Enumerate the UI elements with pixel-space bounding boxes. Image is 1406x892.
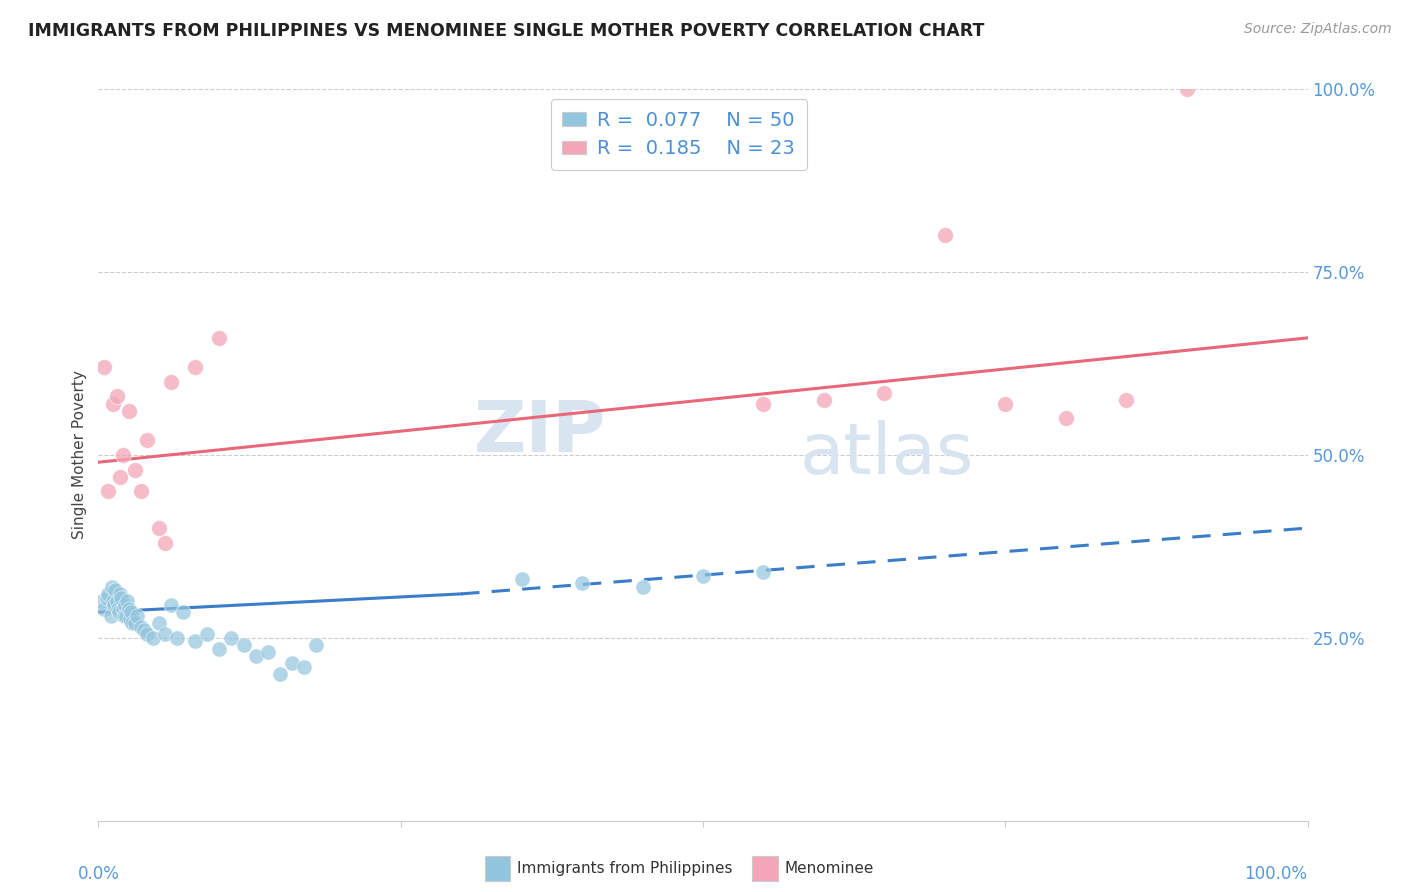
Point <box>124 616 146 631</box>
Point <box>269 667 291 681</box>
Point <box>172 605 194 619</box>
Text: IMMIGRANTS FROM PHILIPPINES VS MENOMINEE SINGLE MOTHER POVERTY CORRELATION CHART: IMMIGRANTS FROM PHILIPPINES VS MENOMINEE… <box>28 22 984 40</box>
Point <box>208 641 231 656</box>
Point <box>148 616 170 631</box>
Point <box>1115 392 1137 407</box>
Point <box>124 462 146 476</box>
Point <box>105 389 128 403</box>
Point <box>208 331 231 345</box>
Point <box>108 470 131 484</box>
Text: atlas: atlas <box>800 420 974 490</box>
Point <box>103 598 125 612</box>
Point <box>245 649 267 664</box>
Point <box>142 631 165 645</box>
Point <box>1175 82 1198 96</box>
Point <box>134 624 156 638</box>
Point <box>631 580 654 594</box>
Point <box>104 583 127 598</box>
Point <box>117 594 139 608</box>
Legend: R =  0.077    N = 50, R =  0.185    N = 23: R = 0.077 N = 50, R = 0.185 N = 23 <box>551 99 807 170</box>
Point <box>96 591 118 605</box>
Point <box>135 434 157 448</box>
Point <box>813 392 835 407</box>
Point <box>91 594 114 608</box>
Point <box>232 638 254 652</box>
Point <box>107 601 129 615</box>
Point <box>101 594 124 608</box>
Y-axis label: Single Mother Poverty: Single Mother Poverty <box>72 370 87 540</box>
Point <box>934 228 956 243</box>
Point <box>148 521 170 535</box>
Point <box>153 535 176 549</box>
Point <box>120 605 142 619</box>
Text: ZIP: ZIP <box>474 399 606 467</box>
Point <box>97 484 120 499</box>
Point <box>153 627 176 641</box>
Point <box>166 631 188 645</box>
Point <box>97 587 120 601</box>
Point <box>115 608 138 623</box>
Point <box>112 608 135 623</box>
Point <box>111 448 134 462</box>
Point <box>160 375 183 389</box>
Point <box>184 634 207 648</box>
Point <box>129 620 152 634</box>
Point <box>692 568 714 582</box>
Point <box>114 598 136 612</box>
Point <box>118 613 141 627</box>
Text: Source: ZipAtlas.com: Source: ZipAtlas.com <box>1244 22 1392 37</box>
Point <box>100 608 122 623</box>
Point <box>752 397 775 411</box>
Point <box>221 631 243 645</box>
Point <box>195 627 218 641</box>
Point <box>127 608 149 623</box>
Text: 100.0%: 100.0% <box>1244 864 1308 882</box>
Point <box>118 601 141 615</box>
Point <box>752 565 775 579</box>
Point <box>1054 411 1077 425</box>
Text: Menominee: Menominee <box>785 862 875 876</box>
Point <box>281 657 304 671</box>
Point <box>108 605 131 619</box>
Point <box>105 594 128 608</box>
Point <box>510 572 533 586</box>
Point <box>129 484 152 499</box>
Point <box>184 360 207 375</box>
Point <box>111 601 134 615</box>
Point <box>100 580 122 594</box>
Point <box>873 385 896 400</box>
Point <box>256 645 278 659</box>
Point <box>160 598 183 612</box>
Point <box>93 360 115 375</box>
Point <box>571 576 593 591</box>
Point <box>135 627 157 641</box>
Point <box>110 591 132 605</box>
Point <box>121 616 143 631</box>
Point <box>292 660 315 674</box>
Point <box>108 587 131 601</box>
Point <box>101 397 124 411</box>
Point <box>118 404 141 418</box>
Point <box>93 601 115 615</box>
Text: 0.0%: 0.0% <box>77 864 120 882</box>
Point <box>994 397 1017 411</box>
Text: Immigrants from Philippines: Immigrants from Philippines <box>517 862 733 876</box>
Point <box>305 638 328 652</box>
